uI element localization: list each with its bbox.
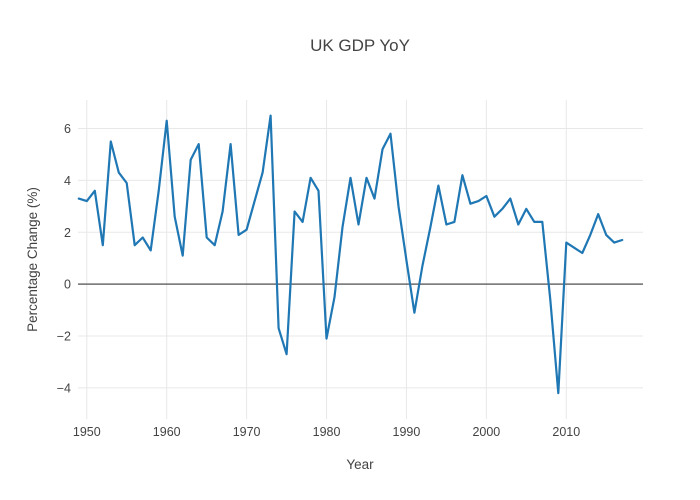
y-tick-label: −4 [57,381,71,395]
plot-area[interactable] [78,100,643,419]
x-tick-label: 1980 [313,425,341,439]
y-axis-title: Percentage Change (%) [25,187,40,332]
y-axis-tick-labels: −4 −2 0 2 4 6 [57,122,71,395]
x-axis-title: Year [346,457,374,472]
x-tick-label: 2000 [472,425,500,439]
chart-title: UK GDP YoY [310,36,410,55]
y-tick-label: 4 [64,174,71,188]
y-tick-label: −2 [57,330,71,344]
x-tick-label: 1950 [73,425,101,439]
x-tick-label: 2010 [552,425,580,439]
y-tick-label: 6 [64,122,71,136]
y-tick-label: 2 [64,226,71,240]
x-axis-tick-labels: 1950 1960 1970 1980 1990 2000 2010 [73,425,580,439]
y-tick-label: 0 [64,278,71,292]
x-tick-label: 1970 [233,425,261,439]
x-tick-label: 1960 [153,425,181,439]
x-tick-label: 1990 [393,425,421,439]
gridlines [78,100,643,419]
gdp-line-series[interactable] [77,114,624,395]
